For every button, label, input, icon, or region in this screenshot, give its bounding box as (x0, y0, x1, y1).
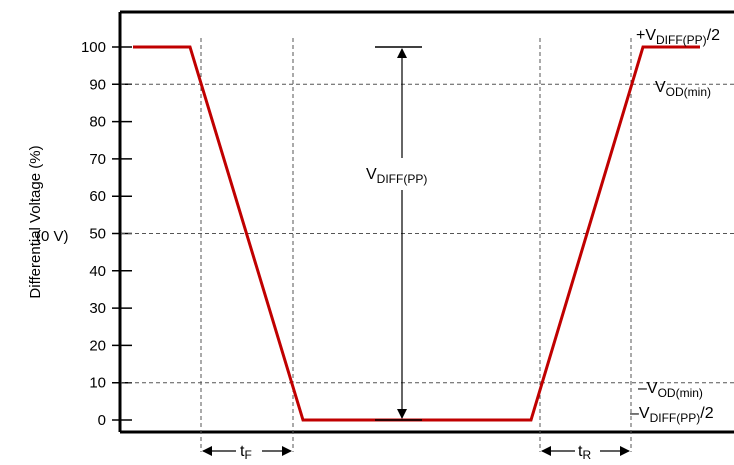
plus-vdiff-label: +VDIFF(PP)/2 (636, 27, 720, 47)
y-tick-label: 30 (89, 300, 106, 317)
minus-vod-min-label: –VOD(min) (638, 380, 703, 400)
tr-label: tR (578, 443, 591, 462)
y-tick-label: 50 (89, 226, 106, 243)
y-tick-label: 20 (89, 337, 106, 354)
y-ticks: 0 10 20 30 40 50 60 70 80 90 100 (81, 39, 132, 429)
y-tick-label: 90 (89, 76, 106, 93)
y-tick-label: 80 (89, 114, 106, 131)
y-tick-label: 0 (98, 412, 106, 429)
y-tick-label: 100 (81, 39, 106, 56)
y-tick-label: 60 (89, 188, 106, 205)
vdiff-label: VDIFF(PP) (366, 166, 427, 186)
y-tick-label: 40 (89, 263, 106, 280)
vod-min-label: VOD(min) (655, 79, 711, 99)
vertical-guides (200, 38, 632, 452)
zero-volt-label: (0 V) (36, 228, 69, 245)
minus-vdiff-label: –VDIFF(PP)/2 (630, 405, 714, 425)
y-tick-label: 70 (89, 151, 106, 168)
horizontal-guides (121, 83, 734, 384)
y-tick-label: 10 (89, 375, 106, 392)
y-axis-label: Differential Voltage (%) (27, 145, 44, 298)
tf-label: tF (240, 443, 252, 462)
